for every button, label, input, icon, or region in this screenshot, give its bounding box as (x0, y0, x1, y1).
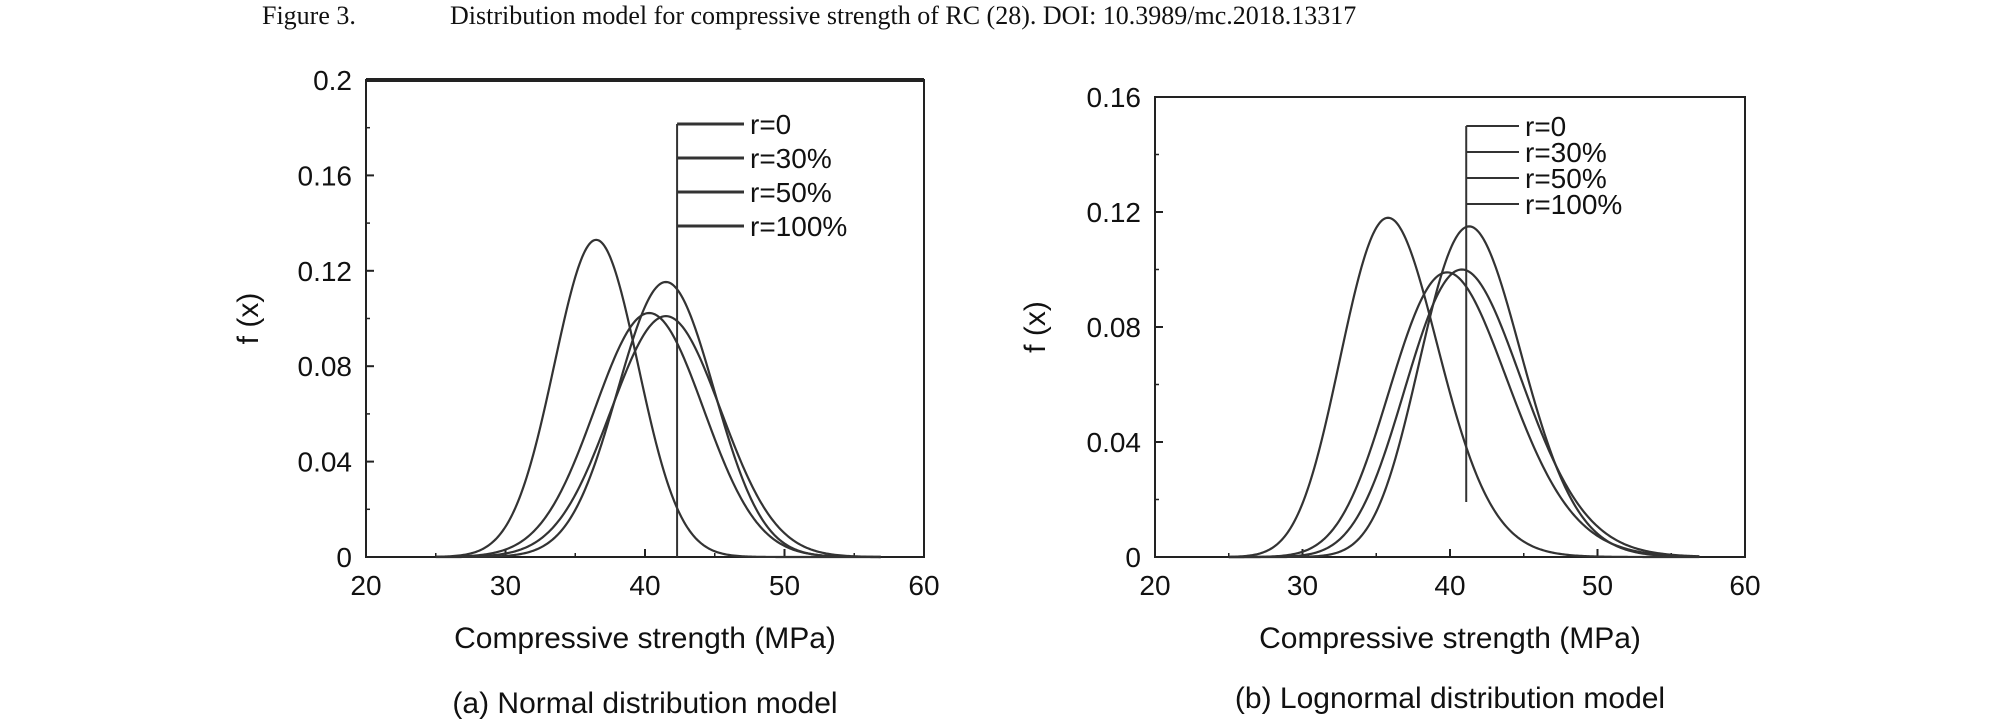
y-tick-label: 0.16 (1087, 82, 1142, 113)
x-tick-label: 40 (629, 570, 660, 601)
figure-caption: Distribution model for compressive stren… (450, 1, 1356, 30)
legend-label: r=100% (1525, 189, 1622, 220)
legend-label: r=100% (750, 211, 847, 242)
y-tick-label: 0.08 (298, 351, 353, 382)
series-line (1228, 225, 1700, 559)
y-axis-label: f (x) (1019, 301, 1052, 353)
series-line (1228, 216, 1700, 559)
x-tick-label: 20 (350, 570, 381, 601)
y-tick-label: 0 (336, 542, 352, 573)
legend-label: r=50% (750, 177, 832, 208)
x-tick-label: 20 (1139, 570, 1170, 601)
legend-label: r=0 (750, 109, 791, 140)
series-line (435, 315, 881, 559)
y-axis-label: f (x) (232, 293, 265, 345)
y-tick-label: 0.2 (313, 65, 352, 96)
y-tick-label: 0.04 (1087, 427, 1142, 458)
y-tick-label: 0 (1125, 542, 1141, 573)
y-tick-label: 0.08 (1087, 312, 1142, 343)
x-tick-label: 30 (490, 570, 521, 601)
legend-label: r=30% (1525, 137, 1607, 168)
panel-subtitle: (b) Lognormal distribution model (1235, 682, 1665, 715)
x-tick-label: 30 (1287, 570, 1318, 601)
x-axis-label: Compressive strength (MPa) (1259, 622, 1641, 655)
plot-frame (365, 79, 925, 558)
y-tick-label: 0.12 (1087, 197, 1142, 228)
x-tick-label: 50 (1582, 570, 1613, 601)
x-tick-label: 40 (1434, 570, 1465, 601)
panel-subtitle: (a) Normal distribution model (452, 687, 837, 720)
series-line (1228, 271, 1700, 559)
x-tick-label: 50 (769, 570, 800, 601)
legend-label: r=0 (1525, 111, 1566, 142)
y-tick-label: 0.12 (298, 256, 353, 287)
x-axis-label: Compressive strength (MPa) (454, 622, 836, 655)
legend-label: r=30% (750, 143, 832, 174)
x-tick-label: 60 (908, 570, 939, 601)
series-line (1228, 268, 1700, 559)
y-tick-label: 0.16 (298, 160, 353, 191)
series-line (435, 311, 881, 559)
chart-panel-normal: 20 30 40 50 60 0 0.04 0.08 0.12 0.16 0.2 Compressiv… (232, 65, 940, 720)
y-tick-label: 0.04 (298, 447, 353, 478)
legend-label: r=50% (1525, 163, 1607, 194)
series-line (435, 280, 881, 559)
figure-label: Figure 3. (262, 1, 356, 30)
chart-panel-lognormal: 20 30 40 50 60 0 0.04 0.08 0.12 0.16 Compressive s… (1019, 82, 1761, 715)
series-line (435, 238, 881, 559)
plot-frame (1154, 96, 1746, 558)
x-tick-label: 60 (1729, 570, 1760, 601)
